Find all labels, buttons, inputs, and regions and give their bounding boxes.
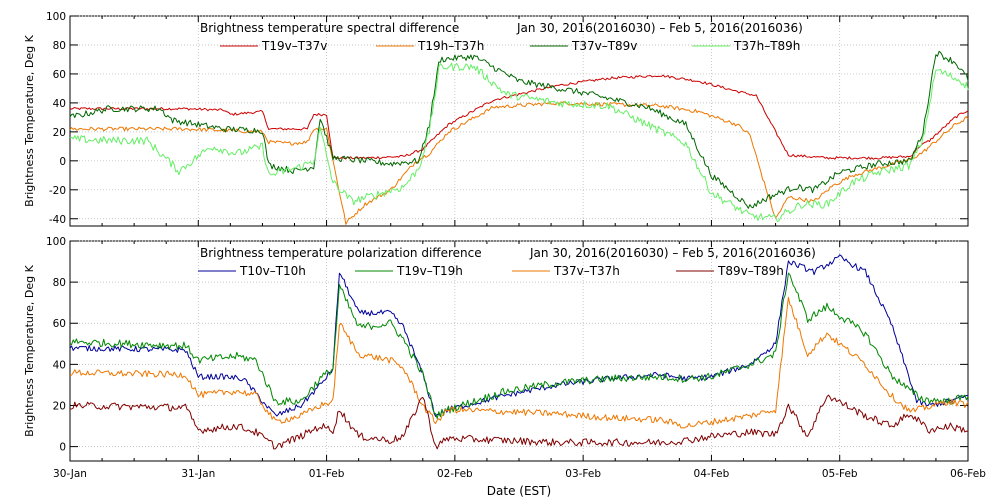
series-line-2 [69, 296, 969, 429]
y-tick-label: 20 [53, 400, 66, 412]
series-line-1 [69, 272, 969, 420]
x-tick-label: 30-Jan [53, 468, 87, 480]
y-tick-label: 40 [53, 98, 66, 110]
panel-title: Brightness temperature polarization diff… [200, 246, 482, 260]
x-axis-label: Date (EST) [487, 484, 551, 498]
legend-label: T10v–T10h [239, 264, 306, 278]
plot-frame [69, 15, 969, 227]
y-tick-label: -40 [49, 214, 66, 226]
plot-frame [69, 240, 969, 462]
y-tick-label: 20 [53, 127, 66, 139]
legend-label: T89v–T89h [717, 264, 784, 278]
panel-date-range: Jan 30, 2016(2016030) – Feb 5, 2016(2016… [529, 246, 816, 260]
y-tick-label: 60 [53, 318, 66, 330]
legend-label: T37v–T89v [571, 39, 637, 53]
legend-label: T37h–T89h [733, 39, 800, 53]
y-tick-label: 100 [46, 11, 66, 23]
y-tick-label: 60 [53, 69, 66, 81]
legend-label: T19h–T37h [417, 39, 484, 53]
legend-label: T19v–T19h [396, 264, 463, 278]
legend-label: T37v–T37h [553, 264, 620, 278]
series-line-3 [69, 62, 969, 222]
polarization-difference-panel: 30-Jan 31-Jan 01-Feb 02-Feb 03-Feb 04-Feb 05-F… [23, 236, 986, 480]
panel-date-range: Jan 30, 2016(2016030) – Feb 5, 2016(2016… [516, 21, 803, 35]
x-tick-label: 06-Feb [950, 468, 986, 480]
x-tick-label: 31-Jan [181, 468, 215, 480]
series-line-1 [69, 101, 969, 225]
series-line-0 [69, 74, 969, 160]
spectral-difference-panel: -40 -20 0 20 40 60 80 100 Brightness temperature… [23, 11, 969, 227]
y-tick-label: 40 [53, 359, 66, 371]
legend-label: T19v–T37v [261, 39, 327, 53]
y-tick-label: 80 [53, 277, 66, 289]
series-line-0 [69, 254, 969, 417]
x-tick-label: 03-Feb [565, 468, 601, 480]
series-line-3 [69, 394, 969, 450]
x-tick-label: 05-Feb [822, 468, 858, 480]
y-tick-label: 80 [53, 40, 66, 52]
y-tick-label: 0 [59, 156, 66, 168]
panel-title: Brightness temperature spectral differen… [200, 21, 459, 35]
y-tick-label: 100 [46, 236, 66, 248]
y-tick-label: 0 [59, 442, 66, 454]
x-tick-label: 02-Feb [437, 468, 473, 480]
y-axis-label: Brightness Temperature, Deg K [23, 264, 36, 436]
series-line-2 [69, 50, 969, 209]
y-axis-label: Brightness Temperature, Deg K [23, 34, 36, 206]
y-tick-label: -20 [49, 185, 66, 197]
x-tick-label: 01-Feb [309, 468, 345, 480]
x-tick-label: 04-Feb [694, 468, 730, 480]
